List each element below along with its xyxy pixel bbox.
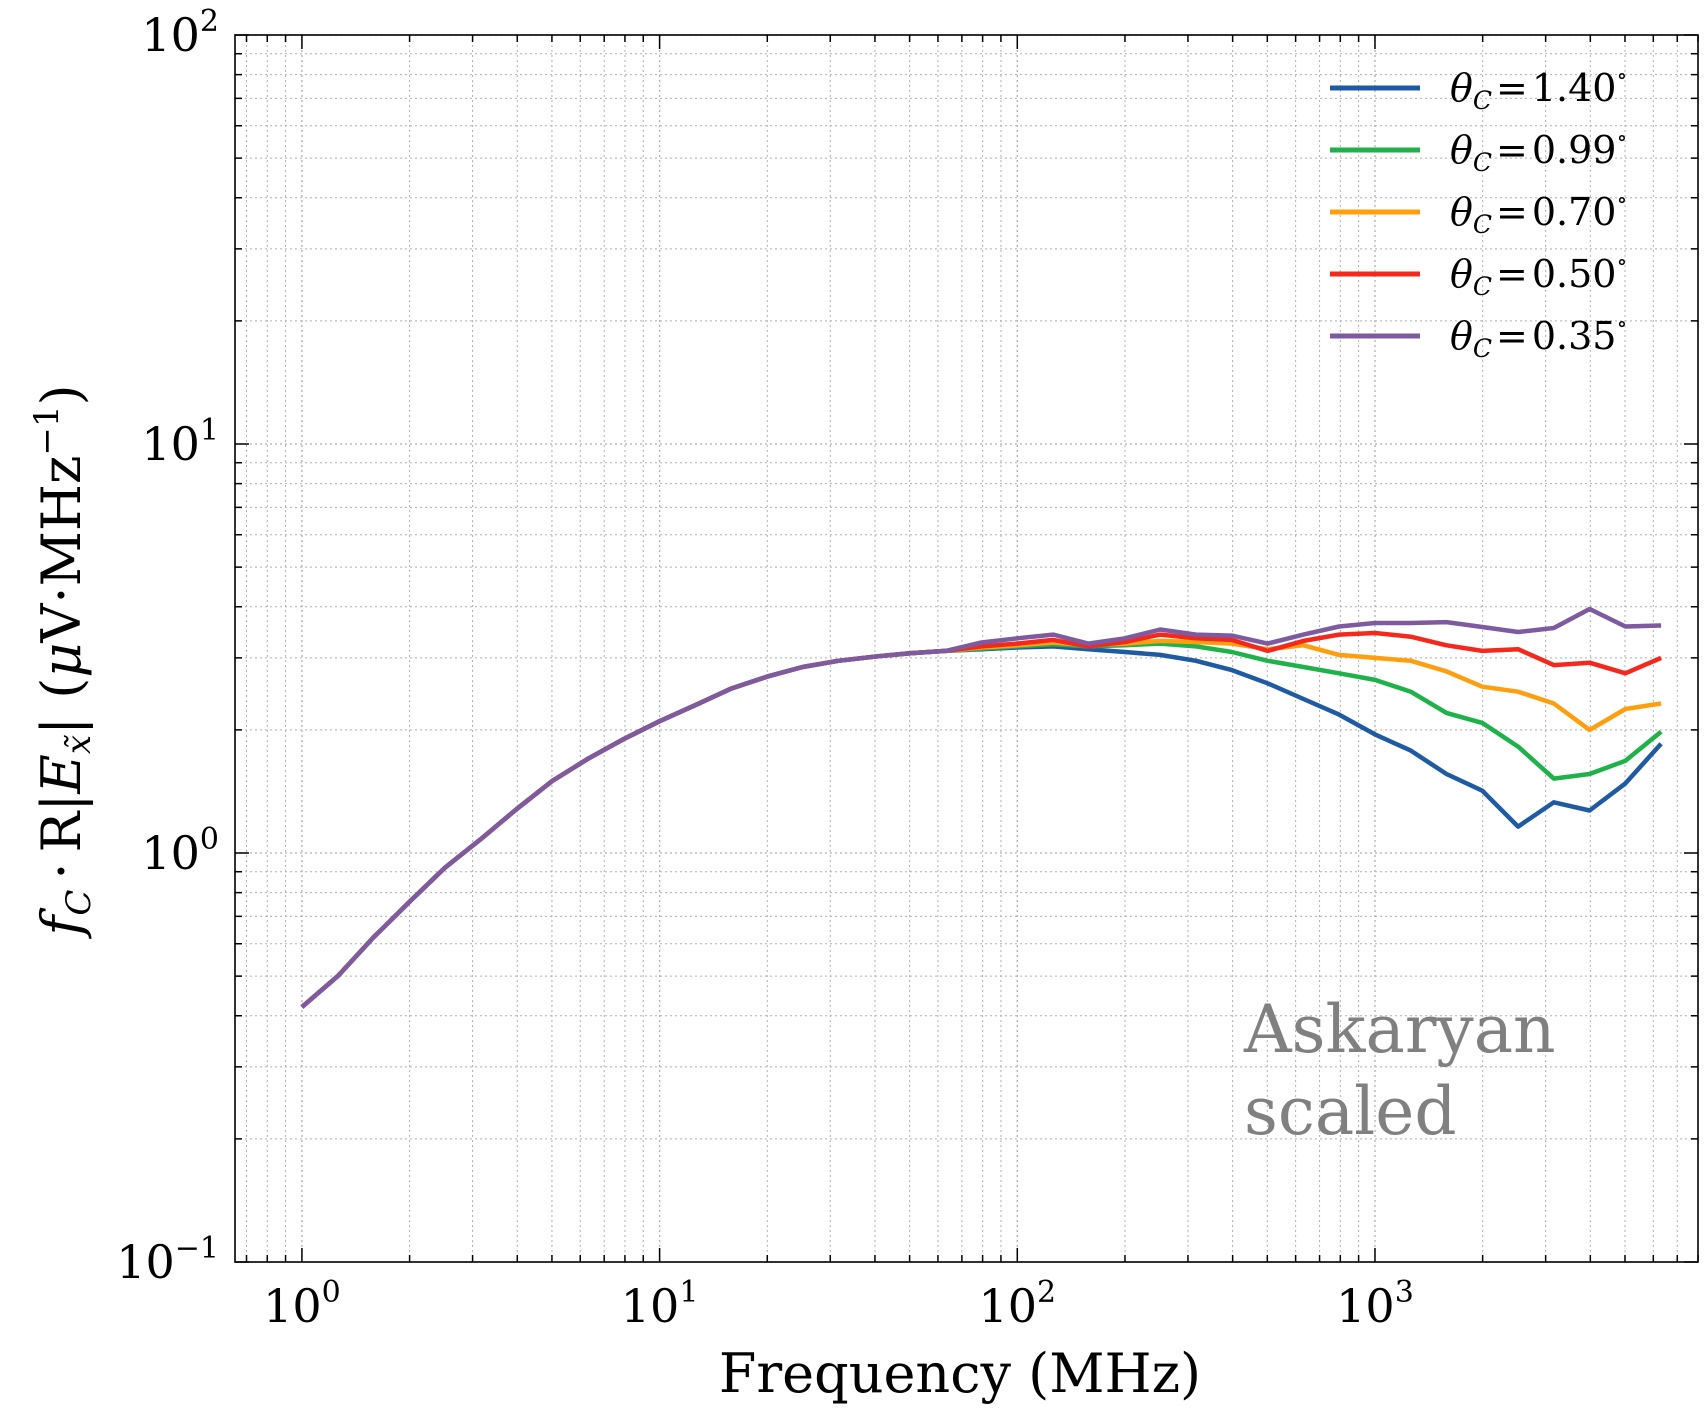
x-tick-label-exp: 1 bbox=[679, 1275, 698, 1310]
x-tick-label-base: 10 bbox=[978, 1279, 1037, 1333]
legend-deg: ∘ bbox=[1616, 64, 1627, 89]
svg-text:fC·R|Ex̃|(μV·MHz−1): fC·R|Ex̃|(μV·MHz−1) bbox=[27, 384, 99, 939]
legend-eq: = bbox=[1496, 190, 1528, 234]
legend-sub: C bbox=[1473, 86, 1492, 115]
ticks bbox=[235, 34, 1699, 1263]
y-title-e-sub: x̃ bbox=[59, 734, 99, 754]
y-tick-label-exp: 0 bbox=[200, 822, 219, 857]
x-tick-label-exp: 0 bbox=[322, 1275, 341, 1310]
x-tick-label-base: 10 bbox=[263, 1279, 322, 1333]
x-tick-label-base: 10 bbox=[621, 1279, 680, 1333]
y-tick-label-exp: 1 bbox=[200, 413, 219, 448]
legend-label: θC = 0.70∘ bbox=[1450, 188, 1627, 239]
y-title-dot: · bbox=[30, 862, 93, 879]
legend-theta: θ bbox=[1450, 66, 1473, 110]
annotation: Askaryan scaled bbox=[1243, 991, 1556, 1150]
y-title-r: R bbox=[30, 810, 93, 852]
y-title-bar-left: | bbox=[30, 794, 93, 812]
legend-entry-0.35: θC = 0.35∘ bbox=[1330, 312, 1627, 363]
legend-label: θC = 0.50∘ bbox=[1450, 250, 1627, 301]
legend-theta: θ bbox=[1450, 190, 1473, 234]
legend-entry-1.40: θC = 1.40∘ bbox=[1330, 64, 1627, 115]
x-tick-label: 102 bbox=[978, 1275, 1056, 1333]
x-tick-label-exp: 2 bbox=[1037, 1275, 1056, 1310]
legend-value: 0.99 bbox=[1532, 128, 1617, 172]
y-tick-label: 10−1 bbox=[116, 1231, 219, 1289]
legend-label: θC = 0.99∘ bbox=[1450, 126, 1627, 177]
y-tick-label: 102 bbox=[141, 4, 219, 62]
y-title-e: E bbox=[30, 754, 93, 794]
legend-value: 0.50 bbox=[1532, 252, 1617, 296]
y-tick-label: 101 bbox=[141, 413, 219, 471]
y-tick-label-exp: 2 bbox=[200, 4, 219, 39]
legend-label: θC = 0.35∘ bbox=[1450, 312, 1627, 363]
legend-value: 1.40 bbox=[1532, 66, 1617, 110]
y-tick-label-exp: −1 bbox=[175, 1231, 219, 1266]
legend-sub: C bbox=[1473, 210, 1492, 239]
y-title-paren-open: ( bbox=[30, 678, 93, 699]
legend: θC = 1.40∘θC = 0.99∘θC = 0.70∘θC = 0.50∘θC = 0.35∘ bbox=[1330, 64, 1627, 363]
y-tick-label-base: 10 bbox=[141, 826, 200, 880]
legend-theta: θ bbox=[1450, 128, 1473, 172]
legend-entry-0.99: θC = 0.99∘ bbox=[1330, 126, 1627, 177]
legend-entry-0.50: θC = 0.50∘ bbox=[1330, 250, 1627, 301]
series-line-0.35 bbox=[300, 606, 1662, 1009]
legend-value: 0.35 bbox=[1532, 314, 1617, 358]
y-title-mu: μ bbox=[30, 643, 93, 678]
x-tick-label: 101 bbox=[621, 1275, 699, 1333]
legend-deg: ∘ bbox=[1616, 188, 1627, 213]
y-title-unit: V·MHz bbox=[30, 456, 93, 644]
annotation-line-1: Askaryan bbox=[1243, 991, 1556, 1068]
y-axis-title: fC·R|Ex̃|(μV·MHz−1) bbox=[27, 384, 99, 939]
legend-eq: = bbox=[1496, 66, 1528, 110]
y-tick-label-base: 10 bbox=[141, 8, 200, 62]
y-title-f-sub: C bbox=[59, 890, 99, 916]
y-title-paren-close: ) bbox=[30, 384, 93, 405]
legend-eq: = bbox=[1496, 314, 1528, 358]
legend-entry-0.70: θC = 0.70∘ bbox=[1330, 188, 1627, 239]
y-tick-label-base: 10 bbox=[116, 1235, 175, 1289]
legend-value: 0.70 bbox=[1532, 190, 1617, 234]
legend-label: θC = 1.40∘ bbox=[1450, 64, 1627, 115]
legend-deg: ∘ bbox=[1616, 312, 1627, 337]
legend-eq: = bbox=[1496, 252, 1528, 296]
y-tick-label-base: 10 bbox=[141, 417, 200, 471]
y-title-unit-exp: −1 bbox=[27, 405, 67, 455]
legend-sub: C bbox=[1473, 334, 1492, 363]
legend-deg: ∘ bbox=[1616, 250, 1627, 275]
y-tick-label: 100 bbox=[141, 822, 219, 880]
legend-eq: = bbox=[1496, 128, 1528, 172]
x-axis-title: Frequency (MHz) bbox=[719, 1342, 1201, 1405]
plot-frame bbox=[234, 34, 1699, 1263]
annotation-line-2: scaled bbox=[1244, 1073, 1457, 1150]
x-tick-label: 100 bbox=[263, 1275, 341, 1333]
legend-theta: θ bbox=[1450, 252, 1473, 296]
legend-sub: C bbox=[1473, 272, 1492, 301]
x-tick-label-exp: 3 bbox=[1395, 1275, 1414, 1310]
plot-lines bbox=[300, 606, 1663, 1009]
y-title-bar-right: | bbox=[30, 717, 93, 735]
x-tick-label-base: 10 bbox=[1336, 1279, 1395, 1333]
x-tick-label: 103 bbox=[1336, 1275, 1414, 1333]
legend-sub: C bbox=[1473, 148, 1492, 177]
legend-theta: θ bbox=[1450, 314, 1473, 358]
legend-deg: ∘ bbox=[1616, 126, 1627, 151]
